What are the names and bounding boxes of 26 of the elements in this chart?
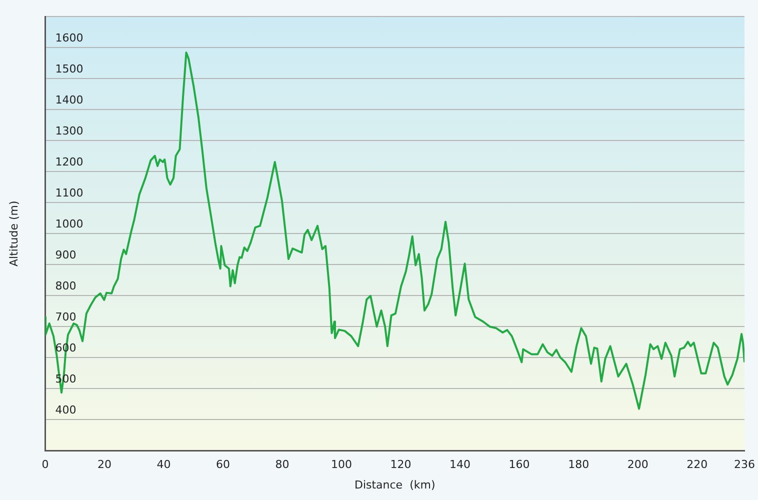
x-tick-label: 236 (734, 458, 755, 472)
y-tick-label: 400 (55, 403, 76, 416)
y-tick-label: 1400 (55, 93, 84, 106)
x-axis-title: Distance (km) (354, 478, 436, 492)
x-tick-label: 60 (216, 458, 230, 472)
x-tick-label: 80 (275, 458, 290, 472)
y-axis-title: Altitude (m) (7, 200, 20, 266)
x-tick-label: 220 (686, 458, 708, 472)
x-tick-label: 100 (331, 458, 352, 472)
y-tick-label: 1300 (55, 124, 84, 138)
y-tick-label: 1100 (55, 186, 84, 200)
x-tick-label: 0 (42, 458, 49, 472)
y-tick-label: 900 (55, 248, 76, 262)
x-tick-label: 200 (627, 458, 648, 472)
x-tick-label: 140 (450, 458, 471, 472)
y-tick-label: 700 (55, 310, 76, 324)
y-tick-label: 1000 (55, 217, 84, 230)
x-tick-label: 120 (390, 458, 412, 472)
x-tick-label: 180 (568, 458, 590, 472)
y-tick-label: 1200 (55, 155, 84, 168)
x-tick-label: 160 (508, 458, 530, 472)
y-tick-label: 800 (55, 279, 76, 292)
y-tick-label: 1500 (55, 62, 84, 76)
x-tick-label: 20 (97, 458, 112, 472)
x-tick-label: 40 (156, 458, 171, 472)
y-tick-label: 1600 (55, 31, 84, 44)
